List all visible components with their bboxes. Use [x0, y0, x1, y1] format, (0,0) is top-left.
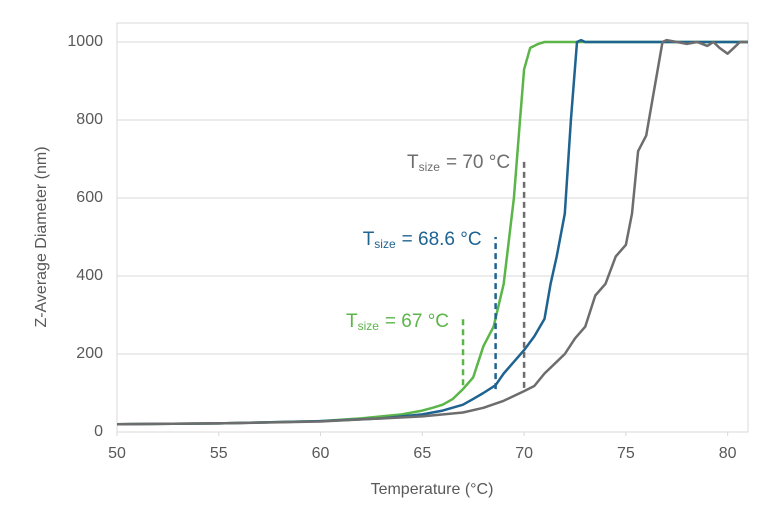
annotation-value: = 68.6 °C: [402, 229, 482, 250]
series-line: [116, 38, 748, 426]
y-tick-label: 800: [76, 111, 103, 128]
plot-frame: [116, 22, 749, 433]
x-tick-label: 65: [413, 445, 431, 462]
annotation-subscript: size: [374, 237, 396, 251]
y-tick-label: 400: [76, 267, 103, 284]
annotation-subscript: size: [419, 160, 441, 174]
series-line: [116, 40, 748, 426]
annotation: Tsize = 67 °C: [346, 311, 449, 333]
annotation-symbol: T: [407, 152, 419, 173]
y-tick-label: 1000: [67, 33, 103, 50]
series-line: [116, 38, 748, 426]
annotation-symbol: T: [346, 311, 358, 332]
y-tick-label: 200: [76, 345, 103, 362]
annotation-value: = 70 °C: [446, 152, 510, 173]
x-tick-label: 60: [312, 445, 330, 462]
annotation-subscript: size: [358, 319, 380, 333]
y-tick-label: 0: [94, 423, 103, 440]
annotation: Tsize = 68.6 °C: [363, 229, 482, 251]
x-tick-label: 70: [515, 445, 533, 462]
x-tick-label: 75: [617, 445, 635, 462]
annotation-symbol: T: [363, 229, 375, 250]
y-axis-label: Z-Average Diameter (nm): [33, 146, 50, 327]
x-tick-label: 80: [719, 445, 737, 462]
annotation: Tsize = 70 °C: [407, 152, 510, 174]
x-tick-label: 55: [210, 445, 228, 462]
x-tick-label: 50: [108, 445, 126, 462]
y-tick-label: 600: [76, 189, 103, 206]
annotation-value: = 67 °C: [385, 311, 449, 332]
x-axis-label: Temperature (°C): [371, 481, 494, 498]
